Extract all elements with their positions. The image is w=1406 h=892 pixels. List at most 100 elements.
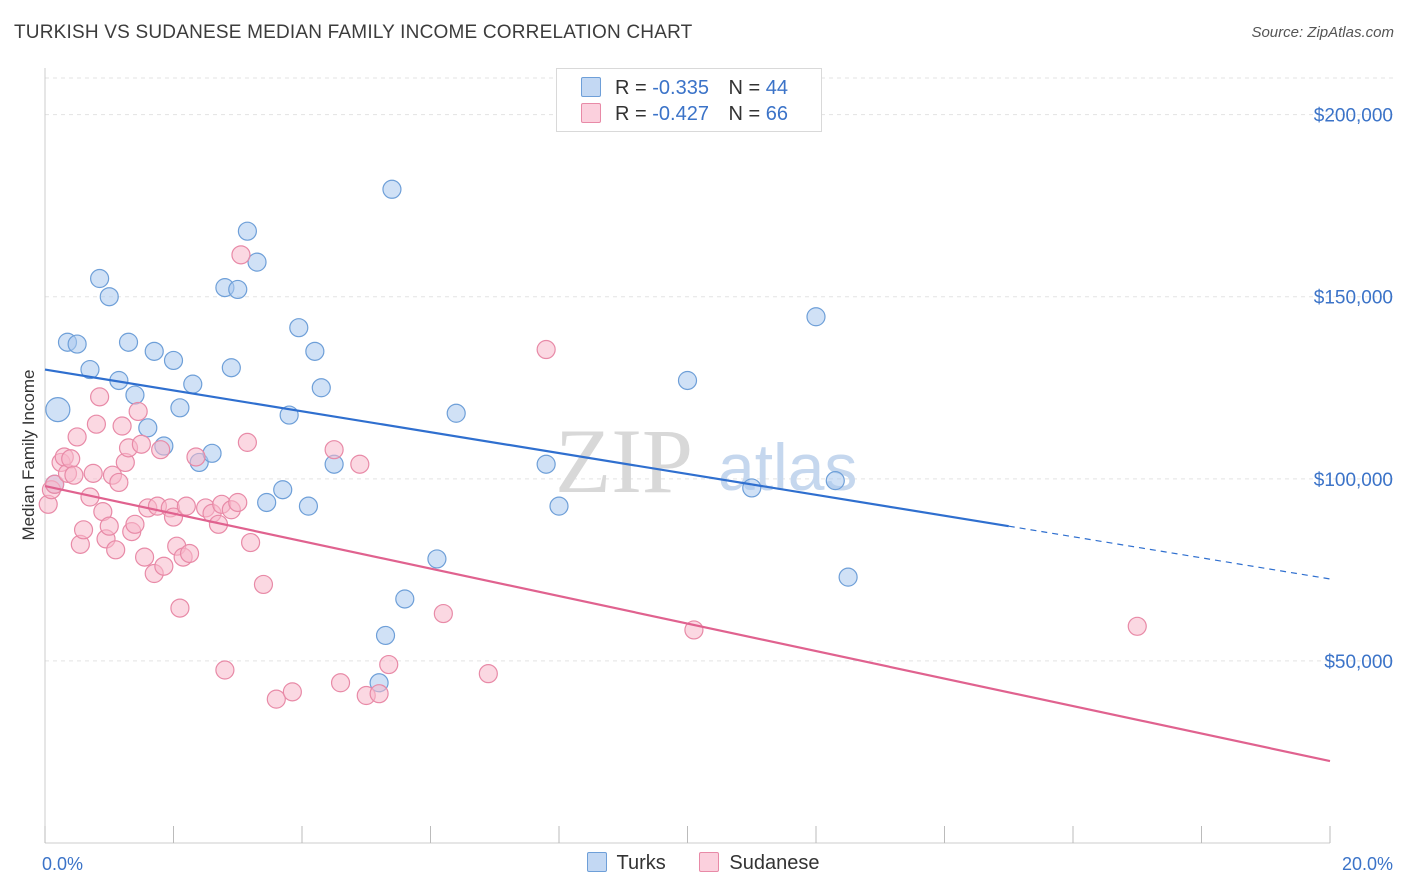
point-turks [536,454,556,474]
point-turks [80,359,100,380]
point-sudanese [86,414,107,434]
legend-swatch-turks [586,852,607,872]
legend-r-label: R = [615,103,647,125]
point-turks [375,625,396,646]
point-turks [118,332,139,352]
point-sudanese [241,532,261,553]
point-turks [549,496,569,516]
trendline-sudanese [44,485,1331,763]
point-sudanese [64,465,84,485]
point-sudanese [73,520,94,540]
point-sudanese [350,454,370,474]
point-turks [45,397,71,423]
point-sudanese [128,401,148,422]
point-turks [825,471,845,491]
point-turks [125,385,145,405]
gridlines [45,77,1395,662]
point-turks [298,496,319,516]
point-turks [289,318,309,338]
point-turks [202,443,222,463]
trendlines [44,368,1331,763]
point-sudanese [433,603,453,624]
watermark-atlas: atlas [718,430,857,504]
tick-labels: $50,000 $100,000 $150,000 $200,000 0.0% 20.0% [42,106,1393,874]
x-tick-label: 0.0% [42,854,83,874]
point-sudanese [215,660,235,680]
point-turks [273,480,293,500]
point-turks [90,268,110,289]
legend-n-label: N = [728,77,761,99]
legend-swatch-sudanese [581,103,601,123]
point-sudanese [151,440,171,460]
point-turks [67,334,87,354]
point-sudanese [67,427,87,447]
legend-label-sudanese: Sudanese [729,852,820,874]
point-turks [144,341,164,361]
legend-item-turks: Turks [586,852,666,875]
point-sudanese [134,547,155,567]
data-points [38,179,1147,709]
y-axis-label: Median Family Income [19,369,38,540]
point-sudanese [83,463,103,483]
point-turks [257,492,277,513]
point-turks [305,341,325,361]
point-sudanese [228,492,248,513]
legend-n-value-turks: 44 [765,77,789,99]
y-tick-label: $100,000 [1314,470,1393,491]
x-tick-label: 20.0% [1342,854,1393,874]
point-sudanese [125,514,145,534]
point-sudanese [369,684,389,704]
point-turks [838,567,858,587]
point-sudanese [330,673,351,693]
trendline-turks [44,368,1009,528]
legend-r-value-sudanese: -0.427 [652,103,709,125]
point-turks [427,549,447,569]
point-sudanese [478,664,498,684]
point-turks [446,403,466,423]
legend-swatch-turks [581,77,601,97]
point-turks [247,252,267,272]
point-sudanese [154,556,174,576]
legend-r-value-turks: -0.335 [652,77,709,99]
point-sudanese [237,432,257,452]
point-turks [163,350,184,371]
point-turks [99,287,119,307]
point-sudanese [231,245,251,265]
point-turks [311,378,331,398]
point-sudanese [282,682,302,702]
point-sudanese [186,447,206,467]
legend-swatch-sudanese [699,852,720,872]
point-sudanese [253,574,274,595]
point-sudanese [170,598,190,618]
trendline-extension-turks [1008,525,1331,580]
point-sudanese [1127,616,1147,636]
stats-legend: R = -0.335 N = 44 R = -0.427 N = 66 [556,68,822,132]
point-sudanese [379,654,399,675]
point-sudanese [179,543,200,564]
point-turks [382,179,402,199]
point-sudanese [61,449,81,469]
point-turks [170,398,190,418]
y-tick-label: $200,000 [1314,106,1393,127]
point-sudanese [324,440,344,460]
legend-row-sudanese: R = -0.427 N = 66 [581,103,788,127]
legend-item-sudanese: Sudanese [699,852,819,875]
legend-n-label: N = [728,103,761,125]
legend-row-turks: R = -0.335 N = 44 [581,77,788,101]
point-turks [677,370,698,391]
point-turks [221,358,241,378]
point-sudanese [109,472,129,493]
point-turks [742,478,762,498]
point-sudanese [106,540,126,560]
source-label: Source: ZipAtlas.com [1251,24,1394,41]
point-sudanese [131,434,151,454]
point-turks [183,374,203,394]
point-sudanese [99,516,119,536]
point-sudanese [112,416,132,436]
legend-label-turks: Turks [616,852,666,874]
legend-r-label: R = [615,77,647,99]
point-turks [806,307,826,327]
point-turks [395,589,415,609]
point-turks [138,418,158,438]
